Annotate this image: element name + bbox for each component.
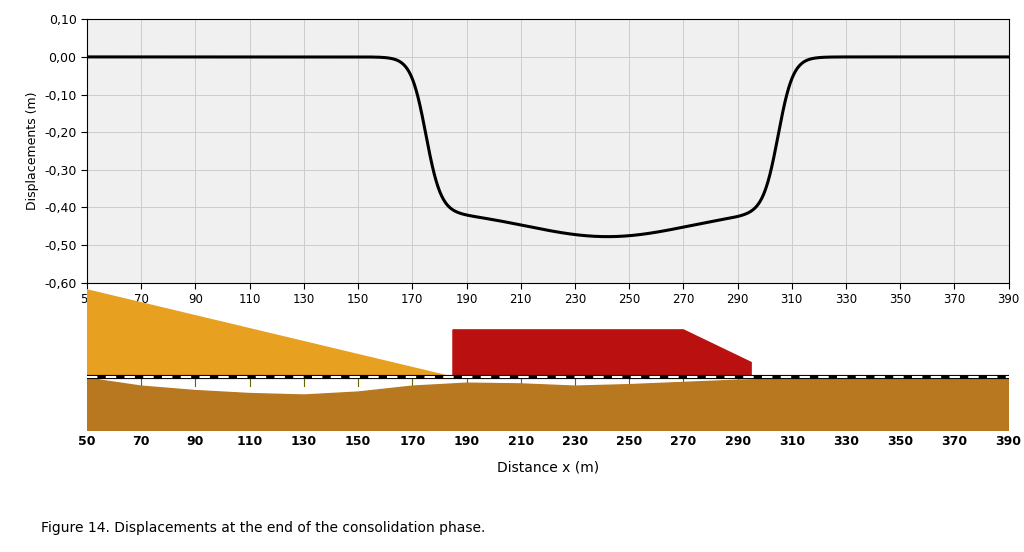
Text: 170: 170 bbox=[399, 435, 425, 448]
Polygon shape bbox=[87, 290, 453, 377]
Text: 390: 390 bbox=[995, 435, 1022, 448]
Polygon shape bbox=[453, 330, 752, 377]
Text: 50: 50 bbox=[78, 435, 96, 448]
Text: 70: 70 bbox=[132, 435, 150, 448]
Text: 330: 330 bbox=[833, 435, 859, 448]
Text: 250: 250 bbox=[616, 435, 642, 448]
Text: 350: 350 bbox=[887, 435, 913, 448]
Polygon shape bbox=[87, 377, 1009, 431]
Text: 310: 310 bbox=[778, 435, 805, 448]
Text: 290: 290 bbox=[725, 435, 751, 448]
Text: 130: 130 bbox=[291, 435, 317, 448]
Text: Figure 14. Displacements at the end of the consolidation phase.: Figure 14. Displacements at the end of t… bbox=[41, 522, 485, 535]
Y-axis label: Displacements (m): Displacements (m) bbox=[26, 92, 39, 210]
Text: 210: 210 bbox=[508, 435, 534, 448]
Text: 110: 110 bbox=[237, 435, 263, 448]
Text: Distance x (m): Distance x (m) bbox=[497, 460, 599, 474]
Text: 90: 90 bbox=[186, 435, 204, 448]
Text: 150: 150 bbox=[345, 435, 372, 448]
Text: 370: 370 bbox=[941, 435, 968, 448]
Text: 190: 190 bbox=[454, 435, 479, 448]
Text: 230: 230 bbox=[562, 435, 588, 448]
Text: 270: 270 bbox=[671, 435, 696, 448]
